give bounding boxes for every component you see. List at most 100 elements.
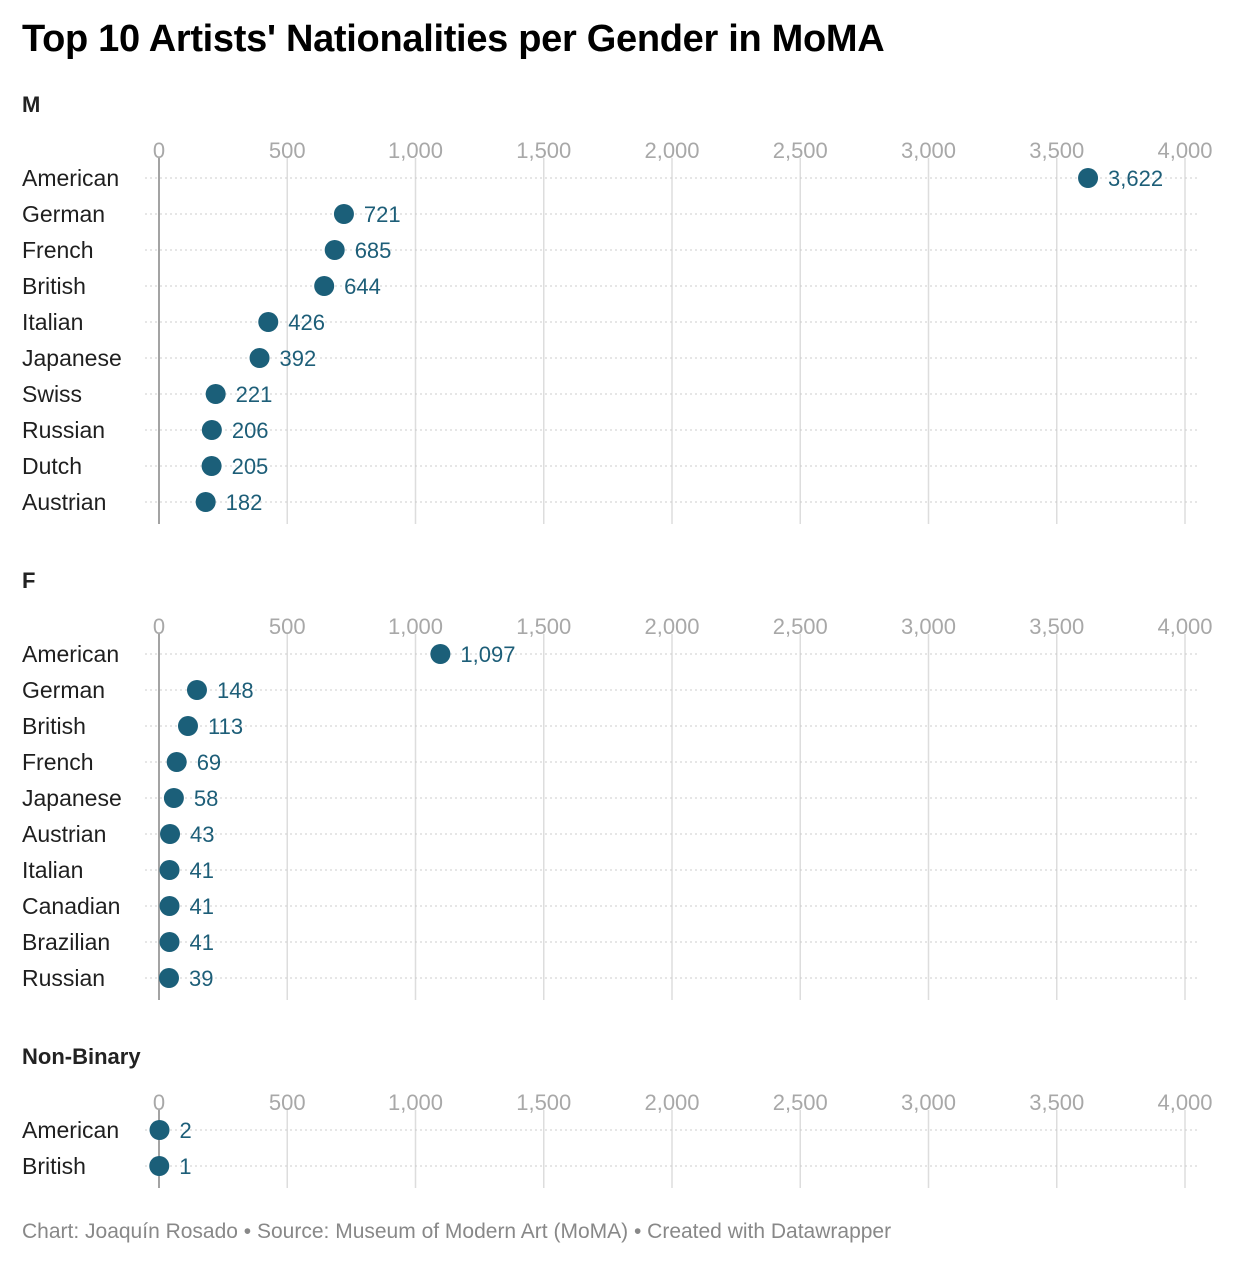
data-label: 221 <box>236 382 273 407</box>
category-label: Japanese <box>22 345 122 371</box>
data-point <box>149 1156 170 1176</box>
data-label: 43 <box>190 822 214 847</box>
data-point <box>163 788 184 808</box>
x-tick-label: 500 <box>269 138 306 163</box>
x-tick-label: 500 <box>269 1090 306 1115</box>
category-label: German <box>22 201 105 227</box>
data-point <box>249 348 270 368</box>
data-label: 58 <box>194 786 218 811</box>
data-point <box>177 716 198 736</box>
x-tick-label: 1,000 <box>388 614 443 639</box>
category-label: Austrian <box>22 489 106 515</box>
x-tick-label: 2,500 <box>773 1090 828 1115</box>
category-label: American <box>22 165 119 191</box>
x-tick-label: 4,000 <box>1157 138 1212 163</box>
category-label: American <box>22 641 119 667</box>
data-label: 41 <box>190 930 214 955</box>
x-tick-label: 2,000 <box>644 1090 699 1115</box>
category-label: American <box>22 1117 119 1143</box>
data-point <box>333 204 354 224</box>
category-label: Canadian <box>22 893 120 919</box>
data-point <box>160 824 181 844</box>
x-tick-label: 2,500 <box>773 614 828 639</box>
data-label: 3,622 <box>1108 166 1163 191</box>
x-tick-label: 3,000 <box>901 138 956 163</box>
category-label: Russian <box>22 417 105 443</box>
x-tick-label: 3,500 <box>1029 1090 1084 1115</box>
category-label: British <box>22 1153 86 1179</box>
category-label: British <box>22 273 86 299</box>
data-point <box>430 644 451 664</box>
x-tick-label: 0 <box>153 138 165 163</box>
x-tick-label: 2,500 <box>773 138 828 163</box>
x-tick-label: 0 <box>153 614 165 639</box>
category-label: French <box>22 749 94 775</box>
data-point <box>159 896 180 916</box>
category-label: Japanese <box>22 785 122 811</box>
data-point <box>159 932 180 952</box>
data-label: 1 <box>179 1154 191 1179</box>
data-point <box>1078 168 1099 188</box>
data-point <box>195 492 216 512</box>
data-point <box>166 752 187 772</box>
data-point <box>258 312 279 332</box>
data-point <box>149 1120 170 1140</box>
data-label: 41 <box>190 858 214 883</box>
data-label: 206 <box>232 418 269 443</box>
data-label: 205 <box>232 454 269 479</box>
footer-tool: Created with Datawrapper <box>647 1220 892 1243</box>
category-label: French <box>22 237 94 263</box>
x-tick-label: 1,500 <box>516 614 571 639</box>
x-tick-label: 2,000 <box>644 614 699 639</box>
data-label: 1,097 <box>460 642 515 667</box>
data-label: 182 <box>226 490 263 515</box>
x-tick-label: 1,500 <box>516 1090 571 1115</box>
x-tick-label: 4,000 <box>1157 614 1212 639</box>
panel-title: M <box>22 92 40 117</box>
chart-footer: Chart: Joaquín Rosado • Source: Museum o… <box>22 1220 891 1244</box>
x-tick-label: 3,500 <box>1029 614 1084 639</box>
category-label: German <box>22 677 105 703</box>
data-label: 426 <box>288 310 325 335</box>
x-tick-label: 2,000 <box>644 138 699 163</box>
panel-title: Non-Binary <box>22 1044 141 1069</box>
category-label: Italian <box>22 309 83 335</box>
footer-source: Source: Museum of Modern Art (MoMA) <box>257 1220 629 1243</box>
category-label: Italian <box>22 857 83 883</box>
x-tick-label: 3,000 <box>901 1090 956 1115</box>
x-tick-label: 1,000 <box>388 138 443 163</box>
x-tick-label: 3,000 <box>901 614 956 639</box>
footer-credit: Chart: Joaquín Rosado <box>22 1220 238 1243</box>
x-tick-label: 500 <box>269 614 306 639</box>
data-point <box>205 384 226 404</box>
data-point <box>159 860 180 880</box>
category-label: Brazilian <box>22 929 110 955</box>
footer-separator: • <box>237 1220 257 1243</box>
category-label: Austrian <box>22 821 106 847</box>
footer-separator: • <box>628 1220 648 1243</box>
data-label: 392 <box>280 346 317 371</box>
category-label: Dutch <box>22 453 82 479</box>
data-label: 685 <box>355 238 392 263</box>
data-label: 2 <box>180 1118 192 1143</box>
x-tick-label: 3,500 <box>1029 138 1084 163</box>
data-point <box>201 420 222 440</box>
panel-title: F <box>22 568 35 593</box>
data-label: 644 <box>344 274 381 299</box>
data-label: 113 <box>208 714 243 739</box>
x-tick-label: 1,000 <box>388 1090 443 1115</box>
x-tick-label: 0 <box>153 1090 165 1115</box>
data-point <box>159 968 180 988</box>
data-label: 41 <box>190 894 214 919</box>
category-label: Russian <box>22 965 105 991</box>
chart-title: Top 10 Artists' Nationalities per Gender… <box>22 18 885 60</box>
data-point <box>324 240 345 260</box>
data-label: 69 <box>197 750 221 775</box>
data-label: 39 <box>189 966 213 991</box>
data-label: 148 <box>217 678 254 703</box>
category-label: Swiss <box>22 381 82 407</box>
chart-canvas: M 0 500 1,000 1,500 2,000 2,500 3,000 3,500 4,000… <box>22 92 1213 1188</box>
data-point <box>314 276 335 296</box>
data-point <box>201 456 222 476</box>
category-label: British <box>22 713 86 739</box>
